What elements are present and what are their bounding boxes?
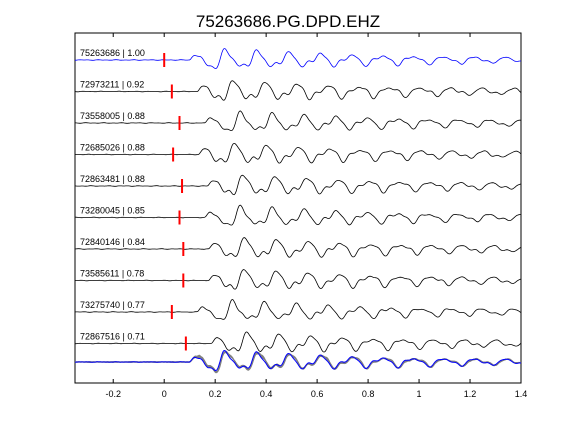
x-tick-label: 0.6: [311, 389, 324, 399]
trace-line: [74, 299, 522, 320]
trace-label: 72840146 | 0.84: [80, 237, 145, 247]
trace-line: [75, 110, 521, 132]
stack-template-line: [74, 349, 522, 372]
x-tick-label: 0.4: [260, 389, 273, 399]
trace-label: 72973211 | 0.92: [80, 80, 144, 90]
trace-line: [74, 331, 522, 353]
trace-line: [74, 80, 522, 101]
trace-label: 73275740 | 0.77: [80, 300, 145, 310]
trace-label: 72685026 | 0.88: [80, 143, 145, 153]
stacked-traces: [74, 349, 522, 374]
trace-line: [74, 269, 522, 290]
trace-line: [74, 237, 522, 258]
trace-label: 73280045 | 0.85: [80, 206, 145, 216]
x-axis: -0.2 0 0.2 0.4 0.6 0.8 1 1.2 1.4: [105, 33, 527, 399]
plot-frame: [74, 32, 522, 384]
x-tick-label: 0.8: [362, 389, 375, 399]
trace-label: 73558005 | 0.88: [80, 111, 145, 121]
trace-line: [74, 48, 521, 70]
chart-title: 75263686.PG.DPD.EHZ: [196, 12, 380, 31]
trace-label: 75263686 | 1.00: [80, 48, 145, 58]
x-tick-label: -0.2: [105, 389, 121, 399]
trace-label: 72867516 | 0.71: [80, 332, 145, 342]
x-tick-label: 1.2: [464, 389, 477, 399]
trace-label: 72863481 | 0.88: [80, 174, 145, 184]
trace-line: [74, 174, 522, 196]
x-tick-label: 0: [162, 389, 167, 399]
x-tick-label: 0.2: [209, 389, 222, 399]
trace-line: [75, 204, 521, 226]
x-tick-label: 1.4: [515, 389, 528, 399]
trace-group: 75263686 | 1.00 72973211 | 0.92 73558005 |…: [74, 48, 522, 353]
trace-line: [74, 142, 522, 164]
x-tick-label: 1: [417, 389, 422, 399]
trace-label: 73585611 | 0.78: [80, 269, 144, 279]
